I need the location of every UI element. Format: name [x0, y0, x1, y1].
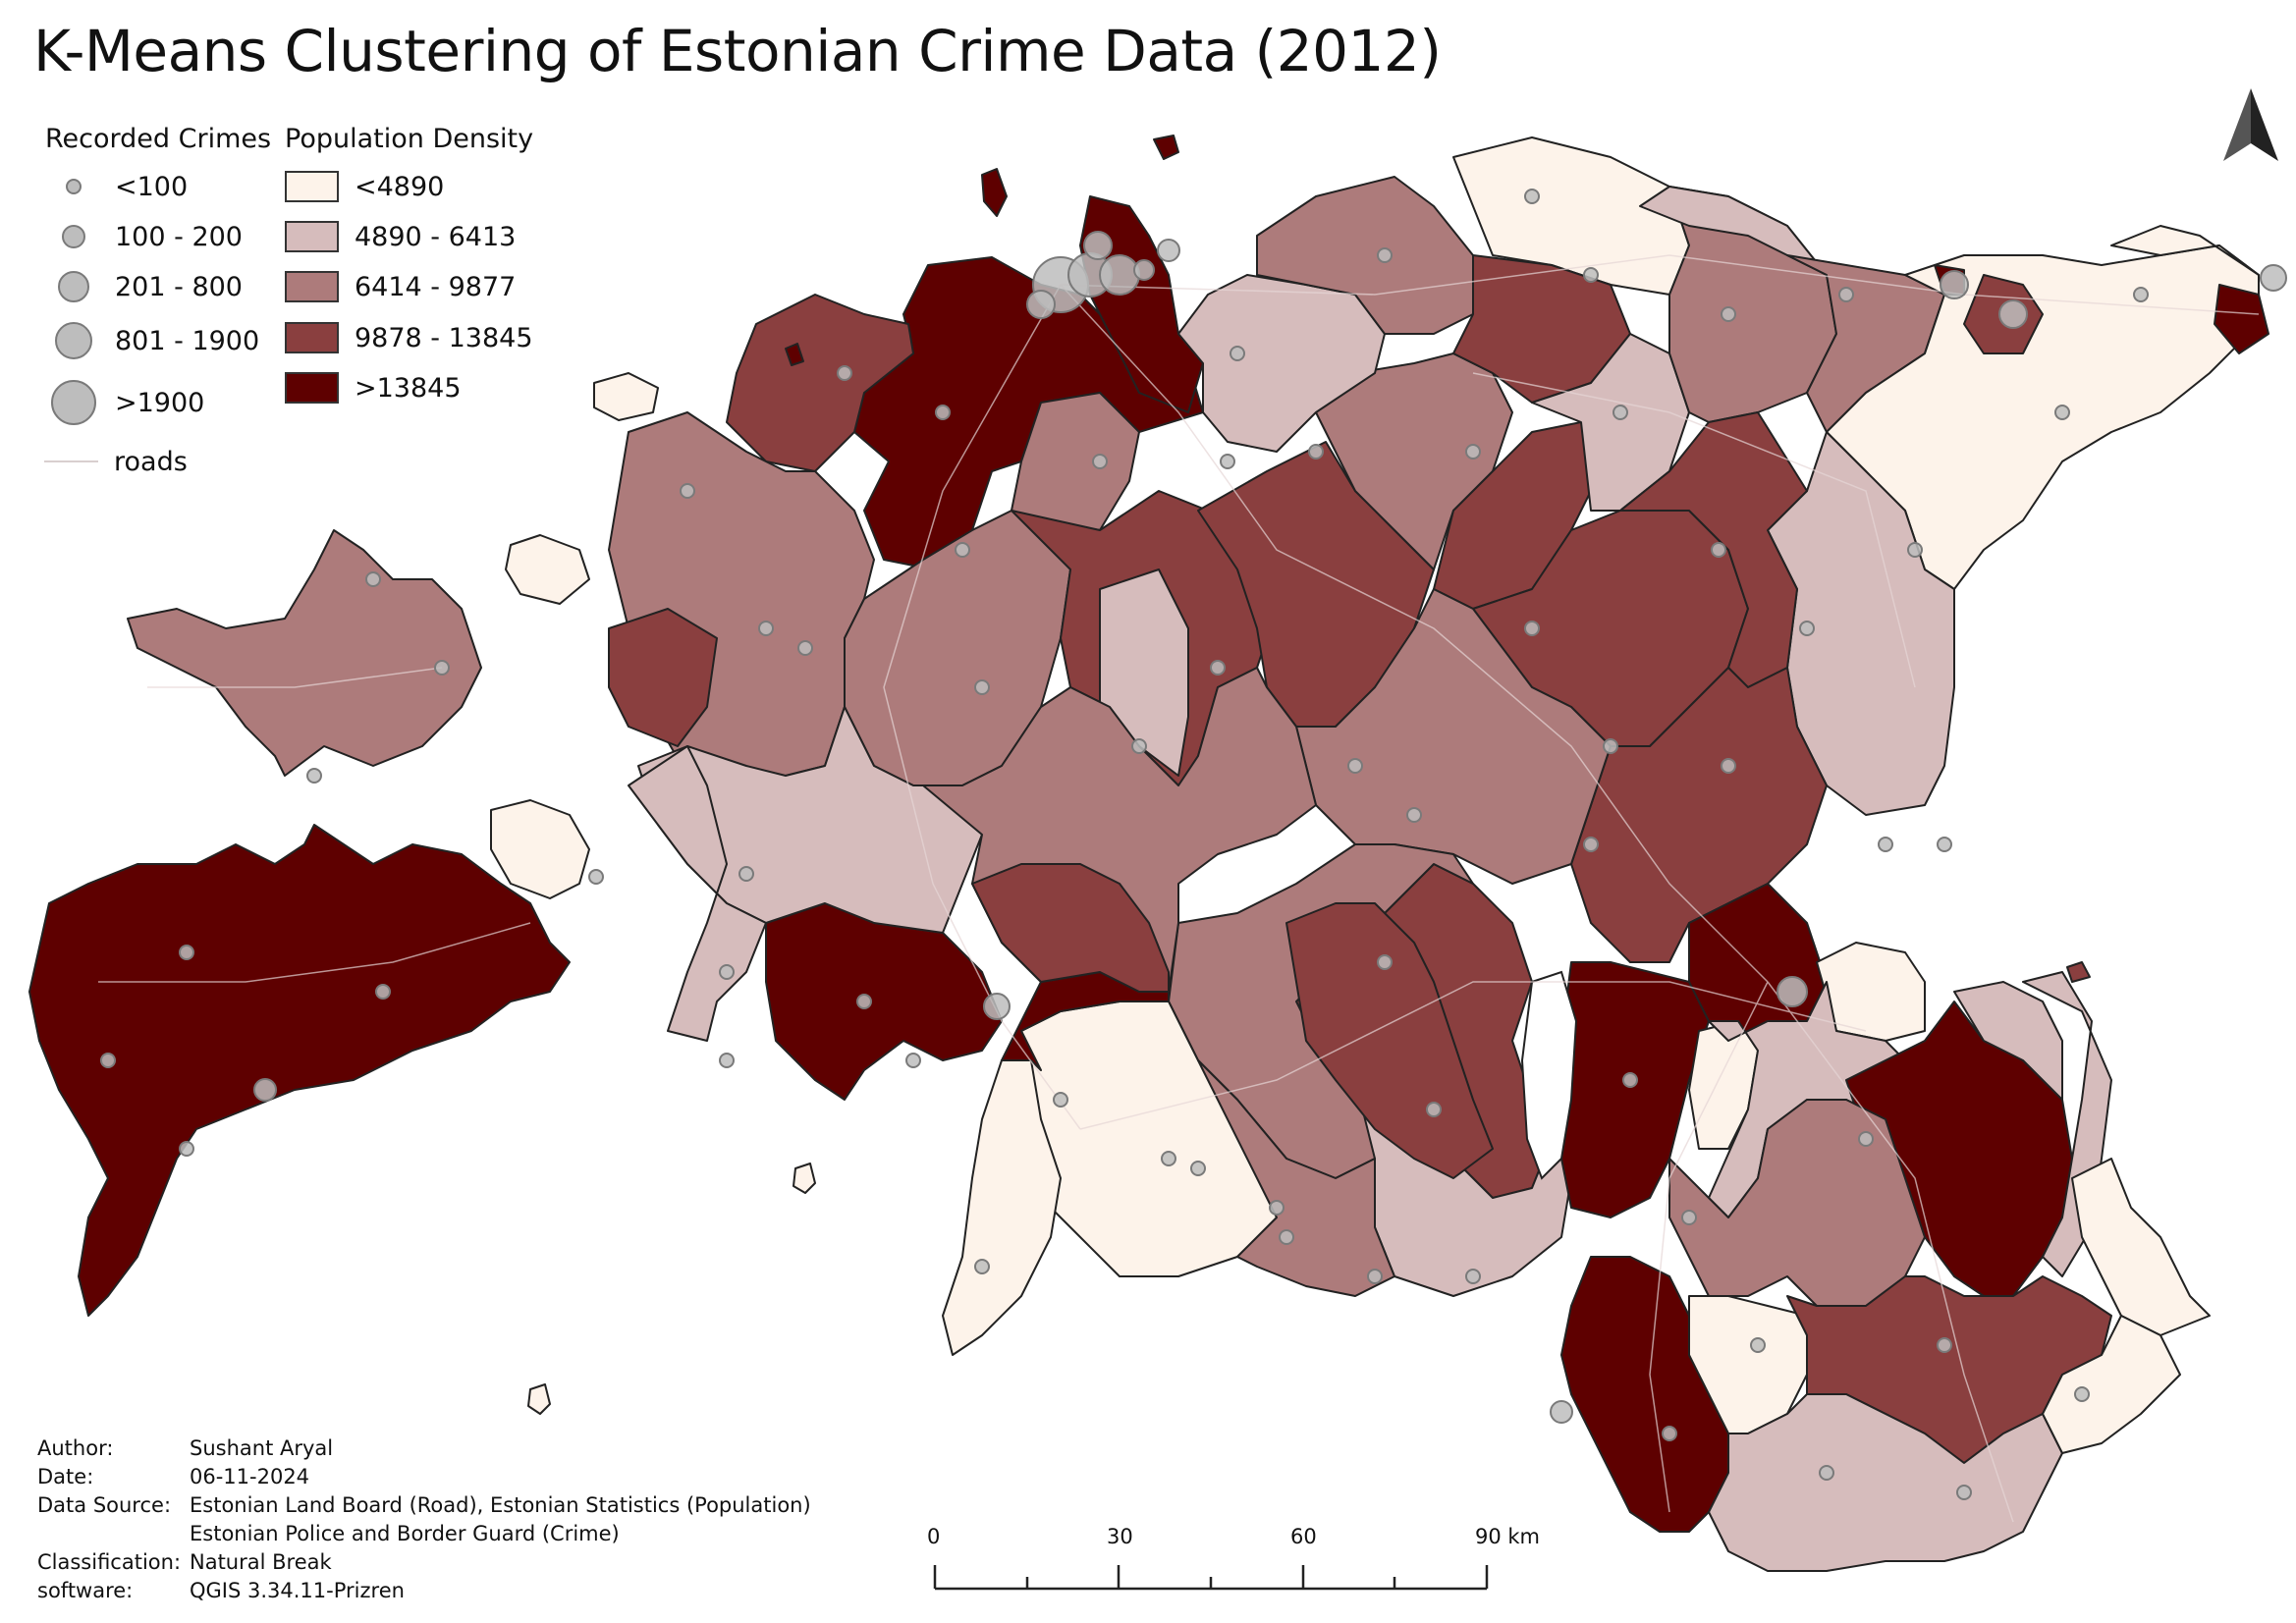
scale-label-0: 0 [927, 1525, 941, 1548]
crime-symbol-icon [51, 380, 96, 425]
legend-density-item: 6414 - 9877 [285, 267, 516, 306]
meta-author: Author: Sushant Aryal [37, 1436, 334, 1460]
meta-date: Date: 06-11-2024 [37, 1465, 310, 1488]
islet-prangli [1153, 135, 1179, 160]
islet-naissaar [981, 168, 1008, 217]
meta-data-source-cont: Estonian Police and Border Guard (Crime) [190, 1522, 620, 1545]
islet-piirissaar [2066, 961, 2091, 983]
legend-crimes-heading: Recorded Crimes [45, 124, 272, 154]
region-tartu-peninsula [2071, 1158, 2211, 1336]
region-jarva-mid [1315, 352, 1513, 570]
meta-software: software: QGIS 3.34.11-Prizren [37, 1579, 405, 1602]
crime-symbol-icon [62, 225, 85, 248]
legend-density-heading: Population Density [285, 124, 534, 154]
legend-density-item: 4890 - 6413 [285, 217, 516, 256]
region-parnu-mid [971, 863, 1170, 993]
scale-label-30: 30 [1107, 1525, 1133, 1548]
region-laaneviru-light [1531, 333, 1690, 512]
density-swatch [285, 271, 339, 302]
region-voru-east [2042, 1315, 2181, 1454]
island-saaremaa [28, 824, 571, 1317]
crime-symbol-icon [58, 271, 89, 302]
meta-data-source: Data Source: Estonian Land Board (Road), … [37, 1493, 811, 1517]
legend-crimes-item: 801 - 1900 [44, 321, 259, 360]
islet-ruhnu [527, 1383, 551, 1415]
region-voru-south [1708, 1393, 2063, 1572]
region-jogeva-east [1619, 411, 1808, 688]
region-polva-north [1953, 981, 2063, 1101]
legend-density-item: <4890 [285, 167, 444, 206]
legend-roads-item: roads [44, 442, 188, 481]
legend-crimes-item: 100 - 200 [44, 217, 243, 256]
islet-paldiski [785, 343, 804, 366]
meta-classification: Classification: Natural Break [37, 1550, 332, 1574]
road-line-icon [44, 460, 98, 462]
scale-bar [933, 1565, 1489, 1591]
legend-crimes-item: 201 - 800 [44, 267, 243, 306]
legend-crimes-item: <100 [44, 167, 188, 206]
density-swatch [285, 372, 339, 404]
region-jogeva-south [1570, 667, 1828, 963]
legend-crimes-item: >1900 [44, 380, 204, 425]
region-harju-northeast [1256, 176, 1474, 335]
region-harju-west [726, 294, 914, 472]
legend-density-item: 9878 - 13845 [285, 318, 533, 357]
islet-hiiumaa-ne [505, 534, 590, 605]
region-parnu-west [765, 902, 1003, 1101]
island-hiiumaa [127, 529, 482, 777]
lake-vortsjarv [1520, 970, 1578, 1180]
region-parnu-east [1197, 1059, 1395, 1297]
scale-label-60: 60 [1290, 1525, 1317, 1548]
crime-symbol-icon [55, 322, 92, 359]
region-parnu-coast [942, 1059, 1062, 1356]
density-swatch [285, 171, 339, 202]
legend-density-item: >13845 [285, 368, 462, 407]
islet-kihnu [793, 1163, 816, 1194]
map-title: K-Means Clustering of Estonian Crime Dat… [33, 18, 1442, 84]
region-idaviru-far-north [2110, 225, 2260, 276]
region-narva-jouesuu [2214, 284, 2269, 354]
crime-symbol-icon [66, 179, 82, 194]
region-valga [1560, 1256, 1729, 1533]
north-arrow-icon [2223, 88, 2278, 161]
density-swatch [285, 322, 339, 353]
islet-vormsi [593, 372, 659, 421]
region-laane-west [608, 608, 718, 747]
density-swatch [285, 221, 339, 252]
scale-label-90: 90 km [1475, 1525, 1541, 1548]
islet-muhu [490, 799, 590, 899]
region-harju-east [1177, 274, 1386, 453]
region-idaviru-main [1826, 244, 2260, 590]
